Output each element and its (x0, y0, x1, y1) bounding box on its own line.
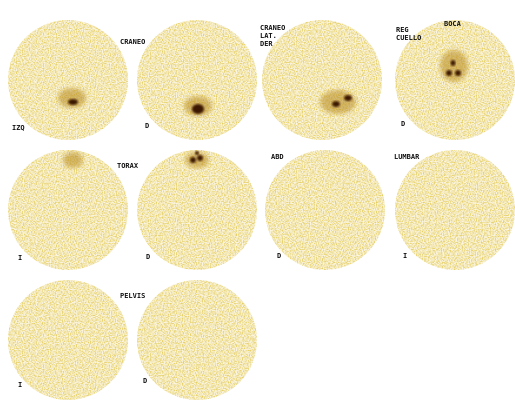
scan-label: I (18, 381, 22, 389)
scan-disc (8, 20, 128, 140)
uptake-halo (185, 152, 209, 168)
scan-disc (8, 150, 128, 270)
uptake-spot (195, 151, 199, 155)
scan-label: D (143, 377, 147, 385)
scan-disc (137, 150, 257, 270)
uptake-spot (332, 101, 340, 107)
scan-discs (8, 20, 515, 400)
scan-label: LUMBAR (394, 153, 420, 161)
scan-label: TORAX (117, 162, 139, 170)
scan-label: D (145, 122, 149, 130)
scan-disc (137, 20, 257, 140)
uptake-spot (190, 157, 196, 163)
scan-label: BOCA (444, 20, 462, 28)
scan-label: D (146, 253, 150, 261)
scan-label: REG (396, 26, 409, 34)
uptake-halo (63, 152, 83, 168)
scan-disc (265, 150, 385, 270)
uptake-halo (440, 50, 468, 82)
uptake-spot (450, 60, 456, 66)
scan-label: D (277, 252, 281, 260)
scan-disc (8, 280, 128, 400)
scan-label: IZQ (12, 124, 25, 132)
scan-label: ABD (271, 153, 284, 161)
uptake-spot (455, 70, 461, 76)
uptake-spot (344, 95, 352, 101)
scan-label: I (18, 254, 22, 262)
scan-label: PELVIS (120, 292, 145, 300)
scan-label: I (403, 252, 407, 260)
scan-label: D (401, 120, 405, 128)
scan-label: CUELLO (396, 34, 421, 42)
scan-disc (395, 150, 515, 270)
scan-disc (262, 20, 382, 140)
scan-label: CRANEO (120, 38, 145, 46)
scan-label: LAT. (260, 32, 277, 40)
uptake-spots (58, 50, 468, 168)
uptake-spot (68, 99, 78, 105)
uptake-halo (58, 88, 86, 108)
uptake-spot (446, 70, 452, 76)
uptake-spot (192, 104, 204, 114)
scan-disc (137, 280, 257, 400)
scan-label: CRANEO (260, 24, 285, 32)
uptake-spot (197, 155, 203, 161)
scan-label: DER (260, 40, 273, 48)
